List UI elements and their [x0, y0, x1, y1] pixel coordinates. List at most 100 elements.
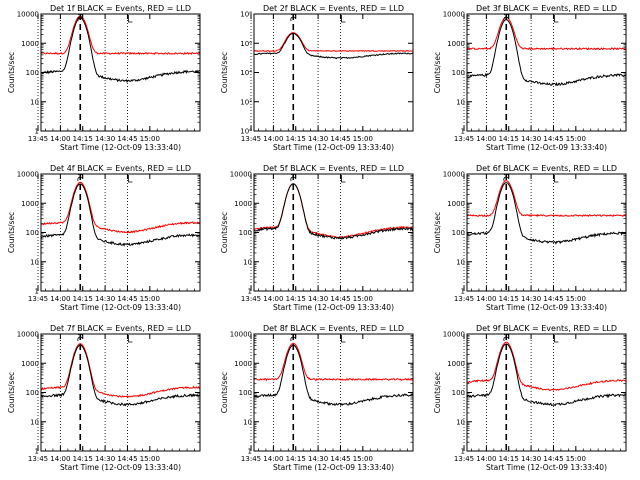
x-tick-label: 14:00 — [263, 295, 283, 303]
y-tick-label: 10⁰ — [240, 128, 252, 136]
y-tick-label: 1 — [461, 448, 465, 456]
y-axis-label: Counts/sec — [220, 372, 229, 413]
x-tick-label: 14:15 — [73, 295, 93, 303]
x-tick-label: 15:00 — [566, 455, 586, 463]
x-tick-label: 14:45 — [543, 295, 563, 303]
series-events — [254, 344, 413, 407]
x-tick-label: 14:00 — [476, 135, 496, 143]
panel-det-9: Det 9f BLACK = Events, RED = LLD 1 10 100 10… — [433, 324, 627, 472]
x-tick-label: 13:45 — [241, 455, 261, 463]
panel-title: Det 6f BLACK = Events, RED = LLD — [476, 164, 617, 173]
y-axis-label: Counts/sec — [7, 372, 16, 413]
end-flag — [128, 175, 133, 183]
x-tick-label: 14:30 — [95, 295, 115, 303]
panel-det-1: Det 1f BLACK = Events, RED = LLD 1 10 100 10… — [7, 4, 201, 152]
y-tick-label: 1000 — [21, 200, 39, 208]
x-tick-label: 15:00 — [140, 295, 160, 303]
end-flag — [341, 15, 346, 23]
panel-title: Det 2f BLACK = Events, RED = LLD — [263, 4, 404, 13]
x-tick-label: 14:45 — [543, 455, 563, 463]
y-tick-label: 1000 — [447, 360, 465, 368]
y-tick-label: 1000 — [447, 200, 465, 208]
y-axis-label: Counts/sec — [7, 52, 16, 93]
x-tick-label: 13:45 — [454, 295, 474, 303]
x-axis-label: Start Time (12-Oct-09 13:33:40) — [60, 463, 181, 472]
x-tick-label: 14:45 — [330, 135, 350, 143]
panel-det-6: Det 6f BLACK = Events, RED = LLD 1 10 100 10… — [433, 164, 627, 312]
y-tick-label: 10 — [456, 418, 465, 426]
x-tick-label: 13:45 — [454, 135, 474, 143]
end-flag — [341, 335, 346, 343]
series-events — [467, 343, 626, 407]
x-tick-label: 14:30 — [308, 455, 328, 463]
y-tick-label: 10 — [243, 258, 252, 266]
y-axis-label: Counts/sec — [220, 212, 229, 253]
y-tick-label: 10 — [30, 98, 39, 106]
end-flag — [554, 335, 559, 343]
panel-title: Det 1f BLACK = Events, RED = LLD — [50, 4, 191, 13]
y-tick-label: 1 — [248, 288, 252, 296]
y-tick-label: 100 — [452, 389, 465, 397]
y-tick-label: 1 — [35, 288, 39, 296]
x-tick-label: 15:00 — [566, 295, 586, 303]
y-tick-label: 1 — [248, 448, 252, 456]
plot-frame — [466, 173, 627, 292]
series-events — [254, 32, 413, 60]
x-tick-label: 14:15 — [499, 295, 519, 303]
panel-det-5: Det 5f BLACK = Events, RED = LLD 1 10 100 10… — [220, 164, 414, 312]
x-tick-label: 13:45 — [28, 455, 48, 463]
y-tick-label: 1000 — [21, 40, 39, 48]
panel-det-2: Det 2f BLACK = Events, RED = LLD 10⁰ 10² 10… — [220, 4, 414, 152]
y-tick-label: 1 — [461, 288, 465, 296]
series-lld — [41, 15, 200, 56]
x-tick-label: 13:45 — [454, 455, 474, 463]
x-axis-label: Start Time (12-Oct-09 13:33:40) — [486, 463, 607, 472]
x-tick-label: 14:15 — [73, 135, 93, 143]
x-tick-label: 15:00 — [566, 135, 586, 143]
x-tick-label: 14:45 — [117, 455, 137, 463]
y-tick-label: 100 — [26, 69, 39, 77]
x-tick-label: 14:30 — [521, 455, 541, 463]
y-tick-label: 10⁴ — [240, 69, 252, 77]
y-tick-label: 10 — [456, 98, 465, 106]
series-lld — [467, 17, 626, 51]
panel-det-7: Det 7f BLACK = Events, RED = LLD 1 10 100 10… — [7, 324, 201, 472]
series-events — [41, 344, 200, 407]
x-tick-label: 15:00 — [140, 135, 160, 143]
x-tick-label: 14:30 — [521, 295, 541, 303]
x-tick-label: 15:00 — [353, 135, 373, 143]
x-tick-label: 13:45 — [241, 295, 261, 303]
series-lld — [467, 341, 626, 392]
x-axis-label: Start Time (12-Oct-09 13:33:40) — [486, 143, 607, 152]
y-tick-label: 10000 — [17, 171, 39, 179]
x-axis-label: Start Time (12-Oct-09 13:33:40) — [273, 143, 394, 152]
x-tick-label: 14:15 — [286, 135, 306, 143]
y-tick-label: 10 — [30, 258, 39, 266]
x-tick-label: 15:00 — [353, 295, 373, 303]
series-events — [41, 183, 200, 247]
y-tick-label: 1000 — [21, 360, 39, 368]
panel-title: Det 7f BLACK = Events, RED = LLD — [50, 324, 191, 333]
series-events — [41, 17, 200, 83]
x-tick-label: 14:00 — [50, 135, 70, 143]
y-tick-label: 100 — [452, 69, 465, 77]
y-tick-label: 100 — [239, 229, 252, 237]
x-axis-label: Start Time (12-Oct-09 13:33:40) — [60, 143, 181, 152]
end-flag — [554, 175, 559, 183]
y-tick-label: 1000 — [234, 200, 252, 208]
x-tick-label: 14:30 — [95, 455, 115, 463]
plot-frame — [253, 173, 414, 292]
plot-frame — [40, 173, 201, 292]
series-lld — [254, 32, 413, 52]
x-tick-label: 15:00 — [353, 455, 373, 463]
x-axis-label: Start Time (12-Oct-09 13:33:40) — [60, 303, 181, 312]
y-tick-label: 10⁸ — [240, 11, 252, 19]
series-lld — [41, 181, 200, 234]
x-tick-label: 14:45 — [330, 295, 350, 303]
x-axis-label: Start Time (12-Oct-09 13:33:40) — [486, 303, 607, 312]
y-tick-label: 10 — [243, 418, 252, 426]
x-tick-label: 14:15 — [499, 455, 519, 463]
x-tick-label: 14:15 — [286, 455, 306, 463]
x-tick-label: 14:30 — [308, 135, 328, 143]
plot-frame — [253, 13, 414, 132]
